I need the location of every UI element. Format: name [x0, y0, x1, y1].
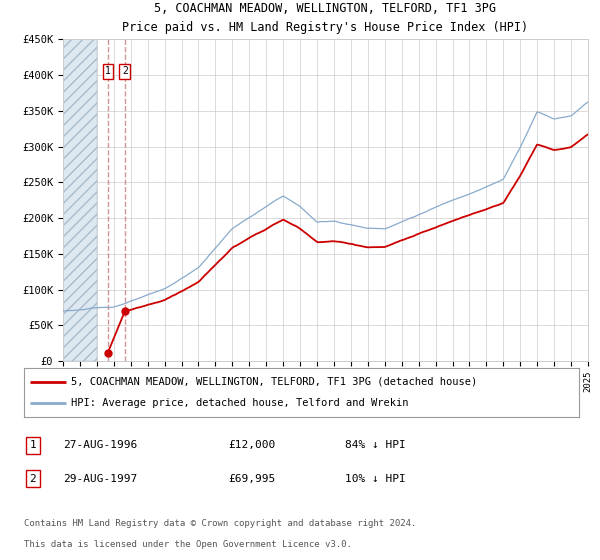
Title: 5, COACHMAN MEADOW, WELLINGTON, TELFORD, TF1 3PG
Price paid vs. HM Land Registry: 5, COACHMAN MEADOW, WELLINGTON, TELFORD,…	[122, 2, 529, 34]
Text: This data is licensed under the Open Government Licence v3.0.: This data is licensed under the Open Gov…	[24, 540, 352, 549]
Bar	[63, 39, 97, 361]
Text: £12,000: £12,000	[228, 440, 275, 450]
Text: 84% ↓ HPI: 84% ↓ HPI	[345, 440, 406, 450]
Text: 2: 2	[122, 67, 128, 76]
Text: 27-AUG-1996: 27-AUG-1996	[63, 440, 137, 450]
Text: Contains HM Land Registry data © Crown copyright and database right 2024.: Contains HM Land Registry data © Crown c…	[24, 519, 416, 528]
Text: £69,995: £69,995	[228, 474, 275, 484]
Text: 1: 1	[105, 67, 111, 76]
Text: 2: 2	[29, 474, 37, 484]
Text: 10% ↓ HPI: 10% ↓ HPI	[345, 474, 406, 484]
Text: HPI: Average price, detached house, Telford and Wrekin: HPI: Average price, detached house, Telf…	[71, 398, 409, 408]
Text: 5, COACHMAN MEADOW, WELLINGTON, TELFORD, TF1 3PG (detached house): 5, COACHMAN MEADOW, WELLINGTON, TELFORD,…	[71, 377, 478, 387]
Text: 1: 1	[29, 440, 37, 450]
Text: 29-AUG-1997: 29-AUG-1997	[63, 474, 137, 484]
